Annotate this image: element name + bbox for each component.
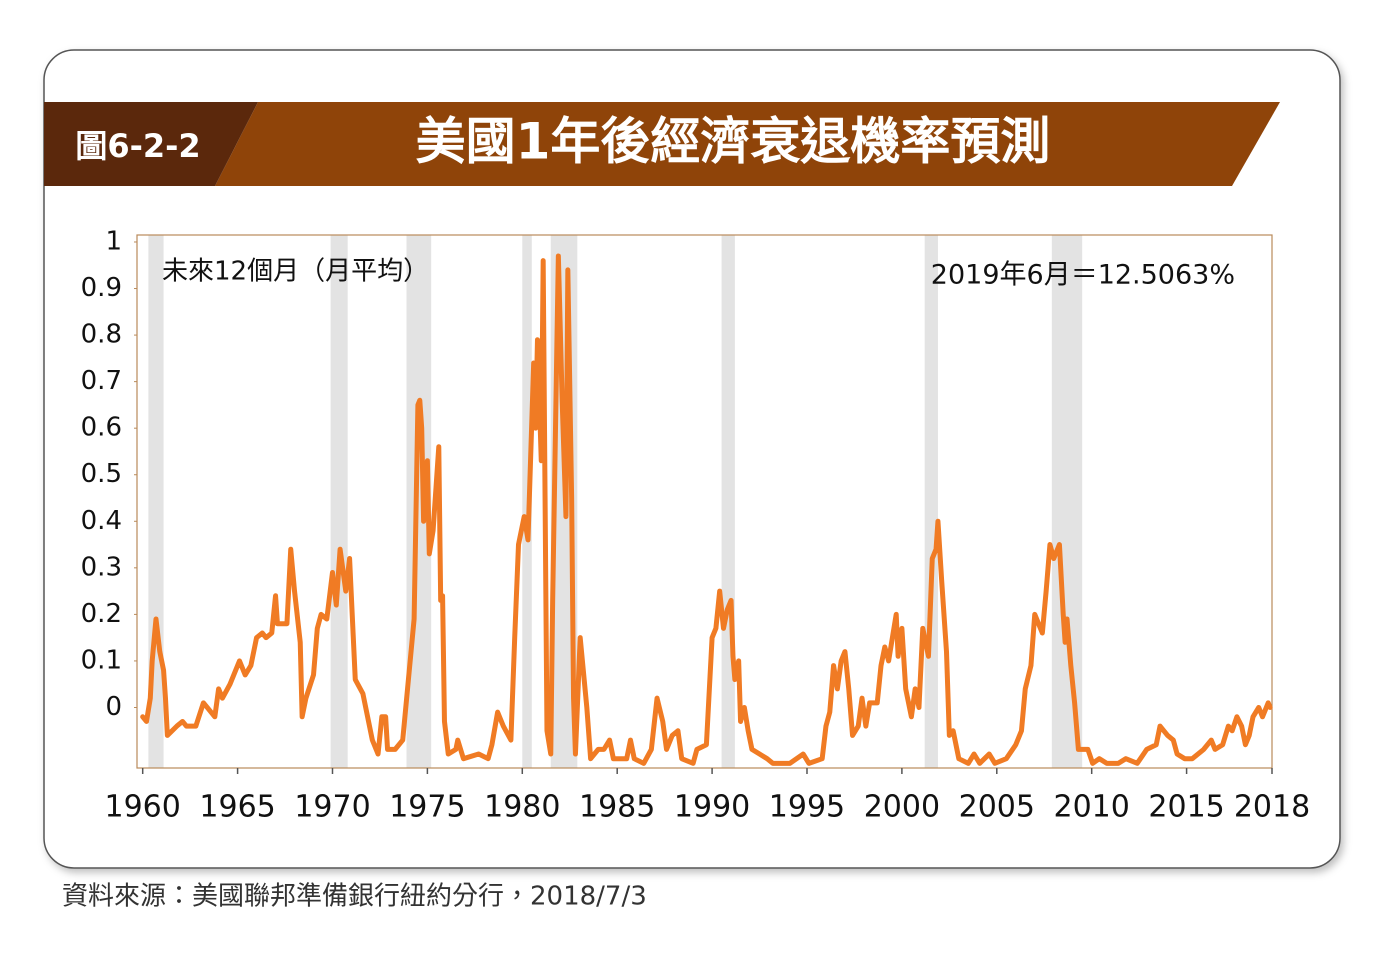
label-banner — [44, 102, 258, 186]
data-line — [140, 253, 1273, 766]
subtitle: 未來12個月（月平均） — [162, 257, 429, 287]
recession-band — [330, 235, 348, 768]
x-tick-label: 1985 — [579, 790, 655, 825]
y-tick-label: 0.6 — [81, 413, 122, 443]
y-tick-label: 0.7 — [81, 366, 122, 396]
figure-label: 圖6-2-2 — [75, 127, 200, 165]
x-tick-label: 2015 — [1148, 790, 1224, 825]
x-tick-label: 2005 — [959, 790, 1035, 825]
annotation: 2019年6月＝12.5063% — [931, 260, 1235, 291]
y-tick-label: 1 — [105, 226, 122, 256]
x-tick-label: 1970 — [294, 790, 370, 825]
x-tick-label: 2010 — [1054, 790, 1130, 825]
recession-band — [1051, 235, 1083, 768]
chart-title: 美國1年後經濟衰退機率預測 — [416, 113, 1051, 171]
y-tick-label: 0 — [105, 692, 122, 722]
x-tick-label: 1960 — [105, 790, 181, 825]
y-tick-label: 0.1 — [81, 645, 122, 675]
y-tick-label: 0.8 — [81, 320, 122, 350]
x-tick-label: 1980 — [484, 790, 560, 825]
y-tick-label: 0.9 — [81, 273, 122, 303]
x-tick-label: 1975 — [389, 790, 465, 825]
x-tick-label: 1995 — [769, 790, 845, 825]
x-tick-label: 1965 — [199, 790, 275, 825]
x-tick-label: 2000 — [864, 790, 940, 825]
card — [43, 49, 1341, 869]
recession-band — [924, 235, 938, 768]
title-banner — [215, 102, 1280, 186]
plot-frame — [136, 234, 1273, 769]
y-tick-label: 0.5 — [81, 459, 122, 489]
source-note: 資料來源：美國聯邦準備銀行紐約分行，2018/7/3 — [62, 882, 647, 912]
plot-area: 0 0.1 0.2 0.3 0.4 0.5 0.6 0.7 0.8 0.9 1 1960 1965 197… — [81, 226, 1311, 824]
y-tick-label: 0.2 — [81, 599, 122, 629]
y-tick-label: 0.3 — [81, 552, 122, 582]
x-tick-label: 1990 — [674, 790, 750, 825]
x-tick-label: 2018 — [1234, 790, 1310, 825]
y-tick-label: 0.4 — [81, 506, 122, 536]
recession-band — [721, 235, 735, 768]
